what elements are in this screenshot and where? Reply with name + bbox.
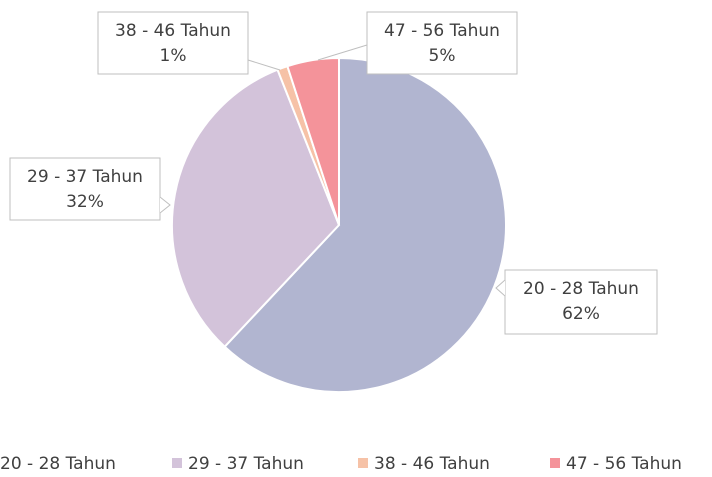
pie-slice [223, 56, 507, 393]
data-label-value: 62% [562, 304, 600, 324]
data-label-category: 20 - 28 Tahun [523, 279, 639, 299]
callout-pointer [159, 196, 171, 214]
data-label-category: 47 - 56 Tahun [384, 21, 500, 41]
data-label-value: 1% [160, 46, 187, 66]
callout-leader [247, 59, 281, 71]
pie-slice [286, 56, 340, 226]
callout-box [97, 11, 249, 75]
data-label-value: 32% [66, 192, 104, 212]
callout-box [366, 11, 518, 75]
pie-slice [171, 68, 341, 349]
callout-leader [317, 44, 368, 61]
data-label-category: 29 - 37 Tahun [27, 167, 143, 187]
data-label-category: 38 - 46 Tahun [115, 21, 231, 41]
legend-label: 38 - 46 Tahun [374, 454, 490, 474]
legend-label: 29 - 37 Tahun [188, 454, 304, 474]
data-label-value: 5% [429, 46, 456, 66]
legend-marker [550, 458, 560, 468]
legend-label: 47 - 56 Tahun [566, 454, 682, 474]
legend-marker [358, 458, 368, 468]
legend-marker [172, 458, 182, 468]
legend-label: 20 - 28 Tahun [0, 454, 116, 474]
callout-box [504, 269, 658, 335]
callout-box [9, 157, 161, 221]
callout-pointer [495, 279, 506, 297]
